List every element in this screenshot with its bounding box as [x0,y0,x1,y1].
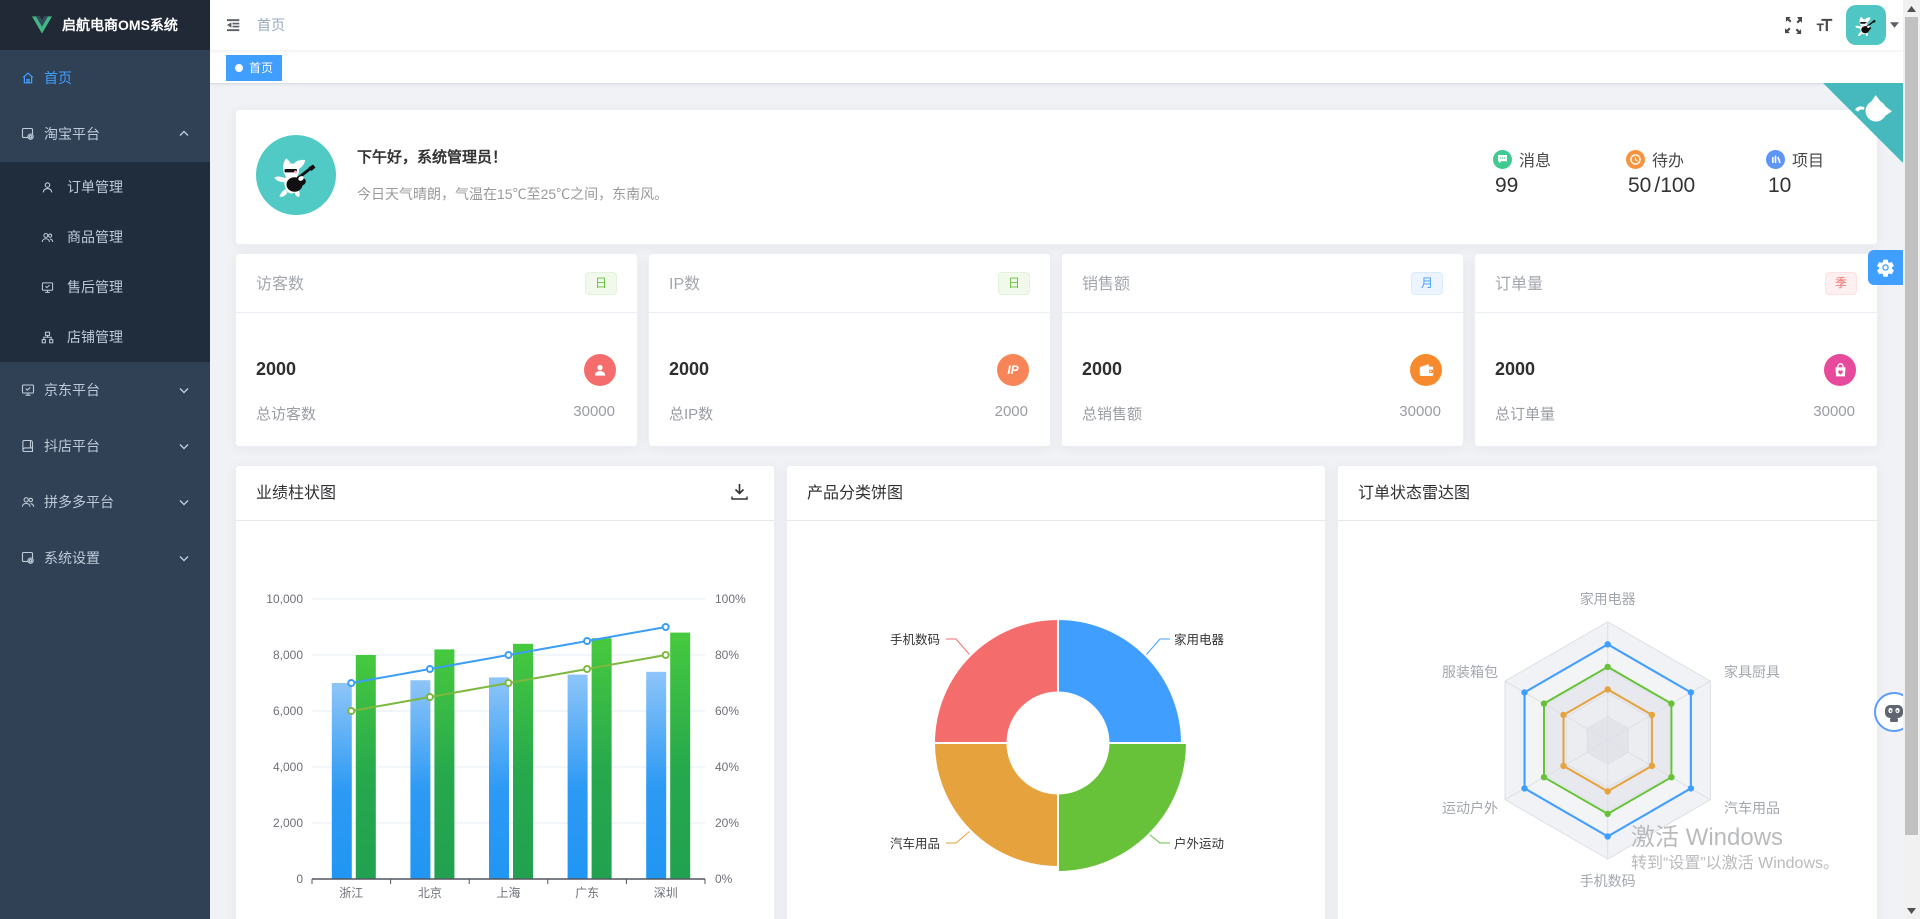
svg-text:60%: 60% [715,704,739,718]
svg-text:手机数码: 手机数码 [1580,873,1636,889]
svg-text:6,000: 6,000 [273,704,303,718]
svg-text:家用电器: 家用电器 [1174,632,1225,647]
svg-text:4,000: 4,000 [273,760,303,774]
svg-text:北京: 北京 [418,886,442,900]
svg-text:户外运动: 户外运动 [1174,836,1224,851]
svg-text:汽车用品: 汽车用品 [890,836,940,851]
svg-text:家用电器: 家用电器 [1580,591,1636,607]
svg-text:100%: 100% [715,592,746,606]
svg-text:2,000: 2,000 [273,816,303,830]
svg-text:80%: 80% [715,648,739,662]
svg-text:手机数码: 手机数码 [890,632,940,647]
svg-text:40%: 40% [715,760,739,774]
svg-text:运动户外: 运动户外 [1442,800,1498,816]
svg-text:8,000: 8,000 [273,648,303,662]
svg-text:0%: 0% [715,872,733,886]
svg-text:深圳: 深圳 [654,886,678,900]
svg-text:汽车用品: 汽车用品 [1724,800,1780,816]
svg-text:上海: 上海 [496,885,520,900]
svg-text:家具厨具: 家具厨具 [1724,664,1780,680]
svg-text:服装箱包: 服装箱包 [1442,664,1498,680]
svg-text:20%: 20% [715,816,739,830]
svg-text:0: 0 [296,872,303,886]
svg-text:广东: 广东 [575,886,599,900]
svg-text:浙江: 浙江 [339,886,363,900]
svg-text:10,000: 10,000 [266,592,303,606]
